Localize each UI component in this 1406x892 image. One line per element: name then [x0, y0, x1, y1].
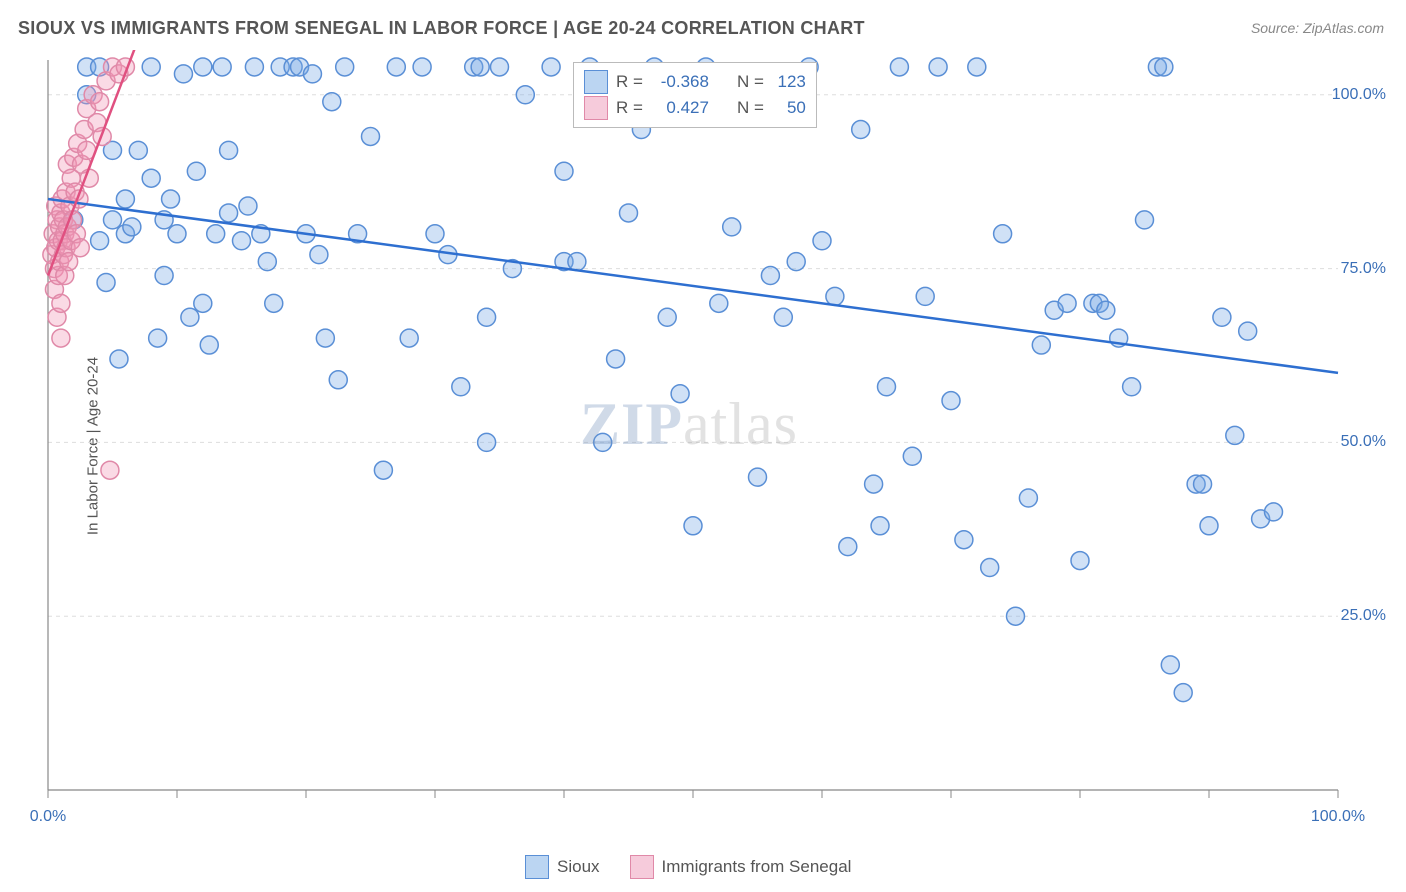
n-value: 50: [772, 98, 806, 118]
y-tick-label: 100.0%: [1332, 86, 1386, 104]
source-attribution: Source: ZipAtlas.com: [1251, 20, 1384, 36]
y-tick-label: 25.0%: [1341, 607, 1386, 625]
x-tick-label: 0.0%: [30, 808, 66, 826]
legend-item: Immigrants from Senegal: [630, 855, 852, 879]
scatter-plot: [40, 50, 1390, 830]
r-value: 0.427: [651, 98, 709, 118]
series-legend: Sioux Immigrants from Senegal: [525, 855, 851, 879]
y-tick-label: 50.0%: [1341, 433, 1386, 451]
stats-legend-row: R = 0.427 N = 50: [584, 95, 806, 121]
chart-container: SIOUX VS IMMIGRANTS FROM SENEGAL IN LABO…: [0, 0, 1406, 892]
legend-item: Sioux: [525, 855, 600, 879]
legend-swatch: [584, 96, 608, 120]
n-value: 123: [772, 72, 806, 92]
legend-swatch: [584, 70, 608, 94]
r-label: R =: [616, 98, 643, 118]
source-prefix: Source:: [1251, 20, 1303, 36]
n-label: N =: [737, 98, 764, 118]
stats-legend-row: R = -0.368 N = 123: [584, 69, 806, 95]
source-name: ZipAtlas.com: [1303, 20, 1384, 36]
n-label: N =: [737, 72, 764, 92]
chart-title: SIOUX VS IMMIGRANTS FROM SENEGAL IN LABO…: [18, 18, 865, 39]
legend-swatch: [630, 855, 654, 879]
r-label: R =: [616, 72, 643, 92]
y-tick-label: 75.0%: [1341, 260, 1386, 278]
legend-label: Sioux: [557, 857, 600, 877]
stats-legend: R = -0.368 N = 123 R = 0.427 N = 50: [573, 62, 817, 128]
r-value: -0.368: [651, 72, 709, 92]
legend-label: Immigrants from Senegal: [662, 857, 852, 877]
legend-swatch: [525, 855, 549, 879]
x-tick-label: 100.0%: [1311, 808, 1365, 826]
